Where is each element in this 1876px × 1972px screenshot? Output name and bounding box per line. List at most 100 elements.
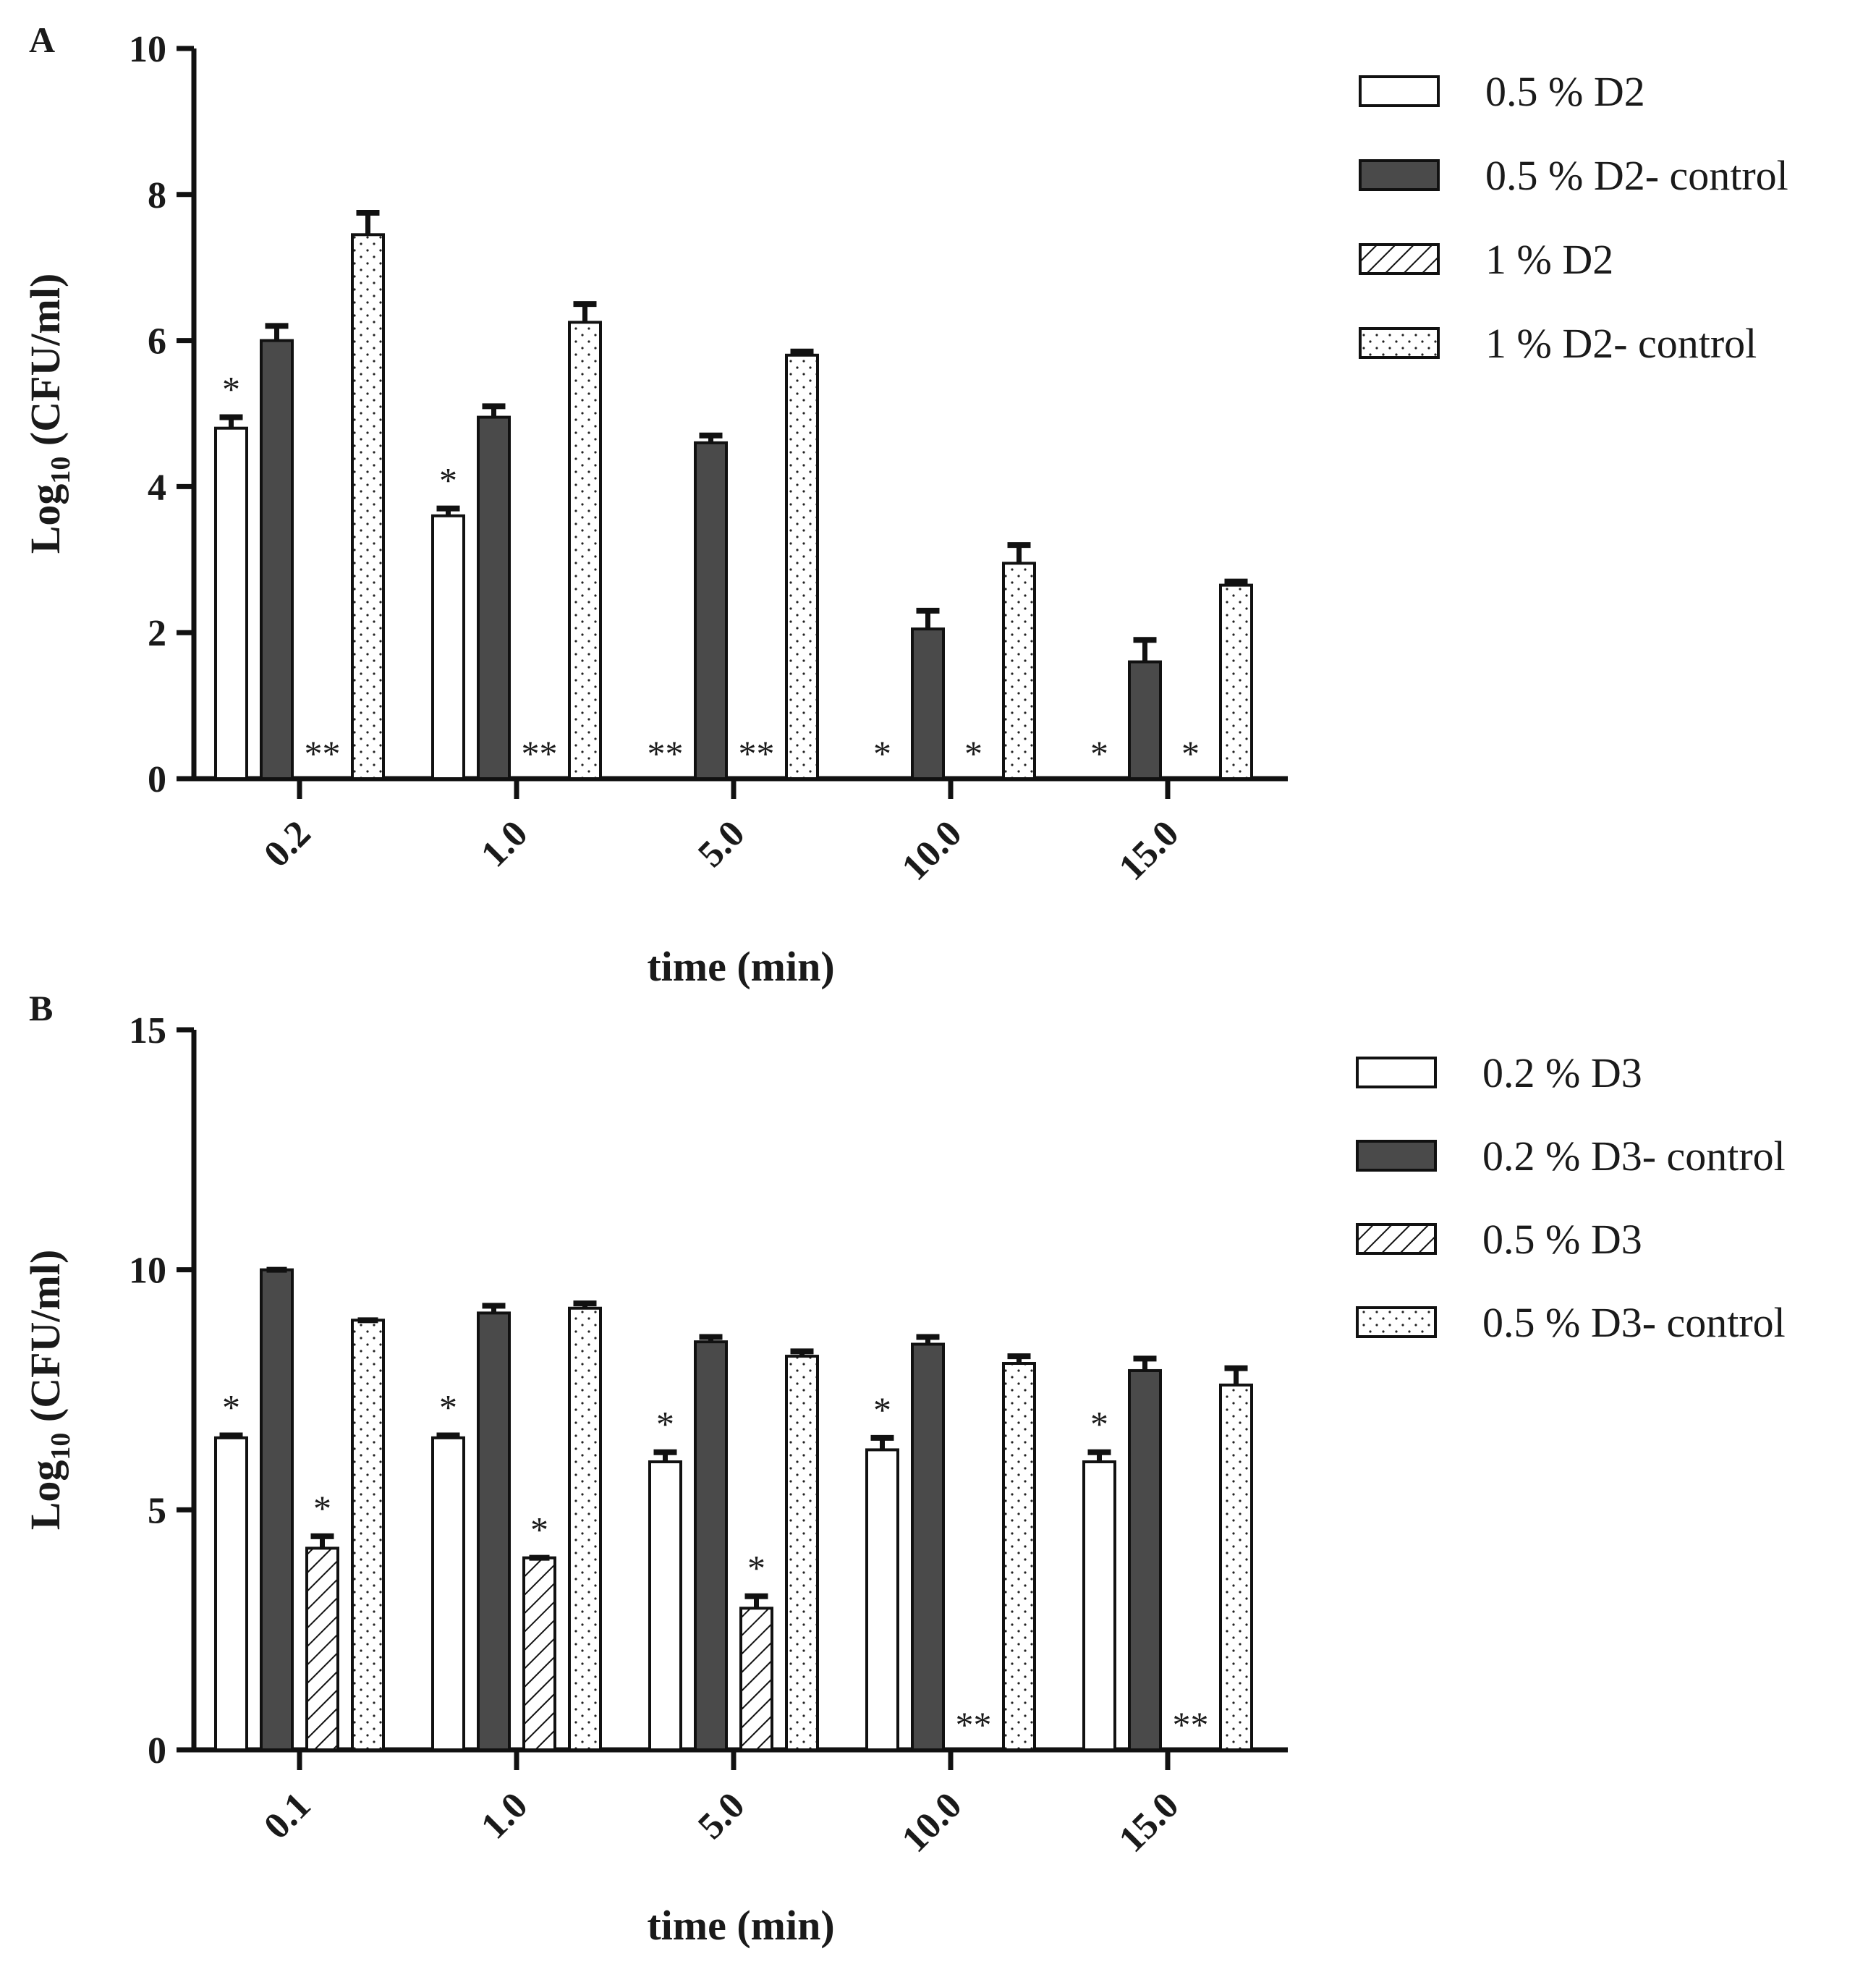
panel-label: B <box>29 988 53 1028</box>
bar <box>648 1460 682 1751</box>
x-tick-label: 15.0 <box>1111 1785 1187 1861</box>
significance-marker: * <box>656 1404 674 1444</box>
bar <box>260 1268 294 1751</box>
x-tick-label: 15.0 <box>1111 813 1187 889</box>
y-tick-label: 0 <box>148 759 166 800</box>
significance-marker: * <box>530 1510 548 1550</box>
legend-label: 0.2 % D3 <box>1482 1049 1642 1096</box>
bar <box>1219 583 1253 780</box>
bar <box>431 1436 465 1752</box>
bar <box>214 426 248 780</box>
significance-marker: ** <box>1173 1704 1209 1745</box>
y-tick-label: 5 <box>148 1490 166 1531</box>
significance-marker: * <box>873 1389 891 1430</box>
bar <box>785 353 819 780</box>
bar <box>522 1556 556 1752</box>
bar <box>911 1342 945 1751</box>
significance-marker: ** <box>648 733 684 774</box>
y-axis-label: Log10 (CFU/ml) <box>22 274 76 554</box>
bar <box>1002 562 1036 780</box>
bar <box>1128 1368 1162 1751</box>
significance-marker: * <box>313 1488 331 1528</box>
significance-marker: * <box>439 1387 457 1428</box>
y-axis-label: Log10 (CFU/ml) <box>22 1250 76 1531</box>
y-tick-label: 15 <box>129 1010 166 1051</box>
x-axis-label: time (min) <box>647 943 834 990</box>
y-tick-label: 0 <box>148 1730 166 1772</box>
bar <box>477 1311 511 1752</box>
significance-marker: * <box>747 1548 765 1588</box>
bar <box>477 415 511 780</box>
bar <box>214 1436 248 1752</box>
bar <box>785 1355 819 1751</box>
bar <box>911 627 945 781</box>
panel-label: A <box>29 20 55 60</box>
x-tick-label: 5.0 <box>690 1785 752 1847</box>
legend-label: 1 % D2- control <box>1485 320 1757 367</box>
significance-marker: ** <box>739 733 775 774</box>
legend: 0.2 % D3 0.2 % D3- control 0.5 % D3 0.5 % D… <box>1356 1049 1786 1346</box>
legend-label: 0.5 % D2 <box>1485 68 1645 115</box>
y-axis-label-subscript: 10 <box>46 457 76 484</box>
bar <box>1128 660 1162 780</box>
legend-swatch <box>1356 1057 1437 1088</box>
y-axis-label-suffix: (CFU/ml) <box>22 1250 69 1433</box>
y-tick-label: 6 <box>148 321 166 363</box>
x-tick-label: 5.0 <box>690 813 752 875</box>
bar <box>739 1607 773 1751</box>
x-tick-label: 0.2 <box>256 813 318 875</box>
significance-marker: * <box>222 1387 240 1428</box>
x-tick-label: 0.1 <box>256 1785 318 1847</box>
legend-label: 0.5 % D3 <box>1482 1216 1642 1263</box>
x-tick-label: 10.0 <box>894 1785 970 1861</box>
bar <box>305 1546 339 1751</box>
legend-swatch <box>1359 159 1440 191</box>
bar <box>1082 1460 1116 1751</box>
bar <box>568 321 602 780</box>
bar <box>1002 1362 1036 1752</box>
bar <box>351 1319 385 1751</box>
y-tick-label: 8 <box>148 175 166 216</box>
bar <box>351 233 385 781</box>
significance-marker: * <box>964 733 982 774</box>
x-tick-label: 1.0 <box>473 813 535 875</box>
bar <box>568 1306 602 1751</box>
bar <box>260 339 294 781</box>
legend-label: 0.5 % D2- control <box>1485 152 1788 199</box>
chart-panel-B: B0510150.1**1.0**5.0**10.0***15.0***Log1… <box>22 988 1786 1949</box>
significance-marker: * <box>439 460 457 501</box>
legend-swatch <box>1359 243 1440 275</box>
bar <box>865 1448 899 1751</box>
x-axis-label: time (min) <box>647 1902 834 1949</box>
y-tick-label: 10 <box>129 29 166 70</box>
significance-marker: * <box>1090 733 1108 774</box>
legend-swatch <box>1356 1223 1437 1255</box>
x-tick-label: 1.0 <box>473 1785 535 1847</box>
legend-swatch <box>1356 1140 1437 1172</box>
significance-marker: * <box>1181 733 1200 774</box>
x-tick-label: 10.0 <box>894 813 970 889</box>
significance-marker: * <box>222 369 240 410</box>
legend-swatch <box>1356 1306 1437 1338</box>
significance-marker: ** <box>956 1704 992 1745</box>
legend-swatch <box>1359 75 1440 107</box>
y-axis-label-subscript: 10 <box>46 1433 76 1460</box>
legend-label: 1 % D2 <box>1485 236 1613 283</box>
significance-marker: * <box>1090 1404 1108 1444</box>
significance-marker: ** <box>305 733 341 774</box>
y-tick-label: 4 <box>148 467 166 508</box>
bar <box>431 514 465 780</box>
bar <box>1219 1383 1253 1752</box>
legend: 0.5 % D2 0.5 % D2- control 1 % D2 1 % D2- c… <box>1359 68 1788 367</box>
y-tick-label: 10 <box>129 1251 166 1292</box>
bar <box>694 441 728 780</box>
y-axis-label-suffix: (CFU/ml) <box>22 274 69 457</box>
y-axis-label-prefix: Log <box>22 1460 69 1531</box>
legend-label: 0.2 % D3- control <box>1482 1133 1786 1180</box>
significance-marker: ** <box>522 733 558 774</box>
y-axis-label-prefix: Log <box>22 484 69 554</box>
bar <box>694 1340 728 1751</box>
legend-swatch <box>1359 327 1440 359</box>
